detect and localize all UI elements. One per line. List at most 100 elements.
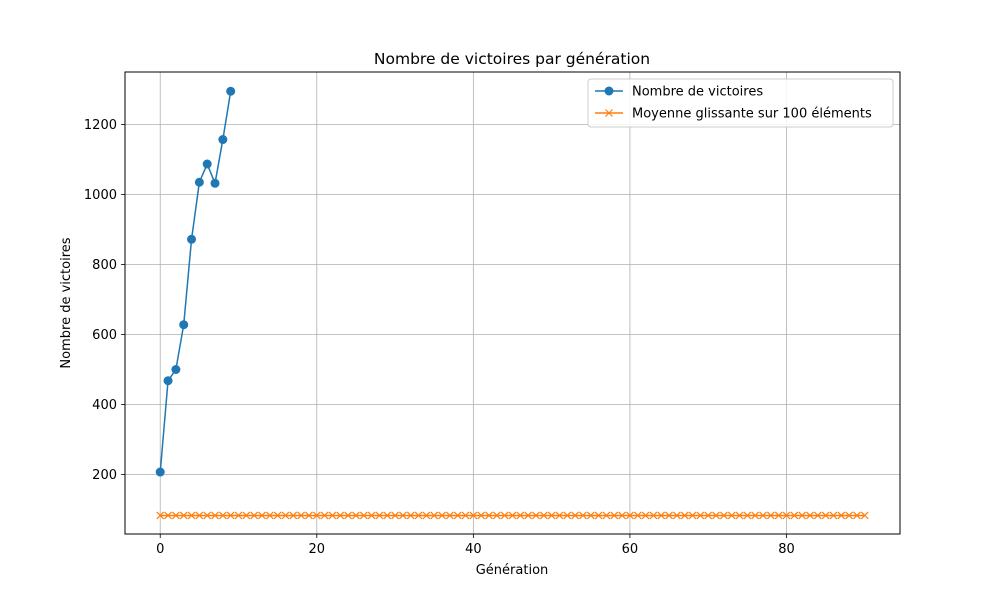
data-point-moyenne bbox=[352, 511, 360, 520]
data-point-moyenne bbox=[727, 511, 736, 520]
data-point-victoires bbox=[187, 234, 197, 244]
x-marker-stroke bbox=[602, 511, 611, 520]
data-point-moyenne bbox=[445, 511, 454, 520]
x-marker-stroke bbox=[406, 511, 415, 520]
x-marker-stroke bbox=[853, 511, 861, 520]
x-axis-label: Génération bbox=[476, 563, 549, 578]
data-point-moyenne bbox=[218, 511, 227, 520]
data-point-moyenne bbox=[477, 511, 486, 520]
x-marker-stroke bbox=[508, 511, 517, 520]
data-point-moyenne bbox=[508, 511, 517, 520]
data-point-moyenne bbox=[672, 511, 681, 520]
x-marker-stroke bbox=[258, 511, 266, 520]
x-marker-stroke bbox=[759, 511, 767, 520]
x-marker-stroke bbox=[218, 511, 227, 520]
series-line-nombre-de-victoires bbox=[159, 91, 232, 473]
x-marker-stroke bbox=[367, 511, 376, 520]
x-marker-stroke bbox=[798, 511, 807, 520]
data-point-moyenne bbox=[657, 511, 666, 520]
x-marker-stroke bbox=[500, 511, 509, 520]
data-point-moyenne bbox=[391, 511, 400, 520]
legend-marker-circle bbox=[604, 86, 614, 96]
data-point-moyenne bbox=[438, 511, 446, 520]
data-point-victoires bbox=[171, 365, 181, 374]
x-tick-label: 40 bbox=[465, 542, 482, 557]
x-marker-stroke bbox=[845, 511, 854, 520]
x-marker-stroke bbox=[234, 511, 243, 520]
x-marker-stroke bbox=[156, 511, 165, 520]
data-point-moyenne bbox=[164, 511, 172, 520]
x-tick-label: 20 bbox=[309, 542, 326, 557]
data-point-moyenne bbox=[336, 511, 345, 520]
x-tick-label: 80 bbox=[778, 542, 795, 557]
x-marker-stroke bbox=[477, 511, 486, 520]
data-point-moyenne bbox=[430, 511, 439, 520]
y-tick-label: 1000 bbox=[84, 188, 117, 203]
x-marker-stroke bbox=[297, 511, 306, 520]
data-point-moyenne bbox=[813, 511, 822, 520]
data-point-moyenne bbox=[860, 511, 869, 520]
data-point-moyenne bbox=[234, 511, 243, 520]
x-marker-stroke bbox=[203, 511, 212, 520]
x-marker-stroke bbox=[391, 511, 400, 520]
x-marker-stroke bbox=[438, 511, 446, 520]
x-marker-stroke bbox=[579, 511, 587, 520]
data-point-moyenne bbox=[524, 511, 533, 520]
data-point-moyenne bbox=[265, 511, 274, 520]
data-point-moyenne bbox=[696, 511, 705, 520]
data-point-moyenne bbox=[422, 511, 431, 520]
data-point-moyenne bbox=[602, 511, 611, 520]
x-marker-stroke bbox=[712, 511, 720, 520]
x-marker-stroke bbox=[743, 511, 752, 520]
data-point-moyenne bbox=[179, 511, 188, 520]
plot-frame bbox=[124, 71, 901, 535]
data-point-moyenne bbox=[782, 511, 791, 520]
data-point-moyenne bbox=[469, 511, 478, 520]
data-point-moyenne bbox=[774, 511, 783, 520]
x-marker-stroke bbox=[586, 511, 595, 520]
data-point-victoires bbox=[155, 467, 165, 477]
data-point-victoires bbox=[210, 178, 220, 188]
data-point-moyenne bbox=[289, 511, 298, 520]
data-point-moyenne bbox=[297, 511, 306, 520]
x-marker-stroke bbox=[680, 511, 689, 520]
x-marker-stroke bbox=[860, 511, 869, 520]
x-marker-stroke bbox=[211, 511, 219, 520]
data-point-moyenne bbox=[798, 511, 807, 520]
x-marker-stroke bbox=[672, 511, 681, 520]
x-marker-stroke bbox=[735, 511, 744, 520]
data-point-moyenne bbox=[680, 511, 689, 520]
y-axis-label: Nombre de victoires bbox=[59, 237, 74, 368]
x-marker-stroke bbox=[383, 511, 392, 520]
data-point-moyenne bbox=[250, 511, 259, 520]
data-point-moyenne bbox=[398, 511, 407, 520]
legend-label: Nombre de victoires bbox=[632, 85, 763, 100]
data-point-moyenne bbox=[837, 511, 846, 520]
data-point-moyenne bbox=[305, 511, 313, 520]
data-point-moyenne bbox=[649, 511, 658, 520]
data-point-moyenne bbox=[258, 511, 266, 520]
data-point-moyenne bbox=[735, 511, 744, 520]
x-marker-stroke bbox=[492, 511, 501, 520]
data-point-moyenne bbox=[344, 511, 353, 520]
x-marker-stroke bbox=[790, 511, 799, 520]
y-tick-label: 200 bbox=[92, 468, 117, 483]
data-point-moyenne bbox=[312, 511, 321, 520]
x-marker-stroke bbox=[618, 511, 627, 520]
x-marker-stroke bbox=[704, 511, 713, 520]
data-point-moyenne bbox=[759, 511, 767, 520]
data-point-moyenne bbox=[383, 511, 392, 520]
data-point-moyenne bbox=[555, 511, 564, 520]
x-marker-stroke bbox=[430, 511, 439, 520]
x-marker-stroke bbox=[469, 511, 478, 520]
data-point-moyenne bbox=[665, 511, 673, 520]
x-marker-stroke bbox=[281, 511, 290, 520]
data-point-moyenne bbox=[281, 511, 290, 520]
legend-label: Moyenne glissante sur 100 éléments bbox=[632, 107, 872, 122]
series-layer bbox=[155, 86, 869, 520]
x-tick-label: 0 bbox=[156, 542, 164, 557]
data-point-moyenne bbox=[563, 511, 572, 520]
data-point-victoires bbox=[194, 177, 204, 187]
x-marker-stroke bbox=[555, 511, 564, 520]
